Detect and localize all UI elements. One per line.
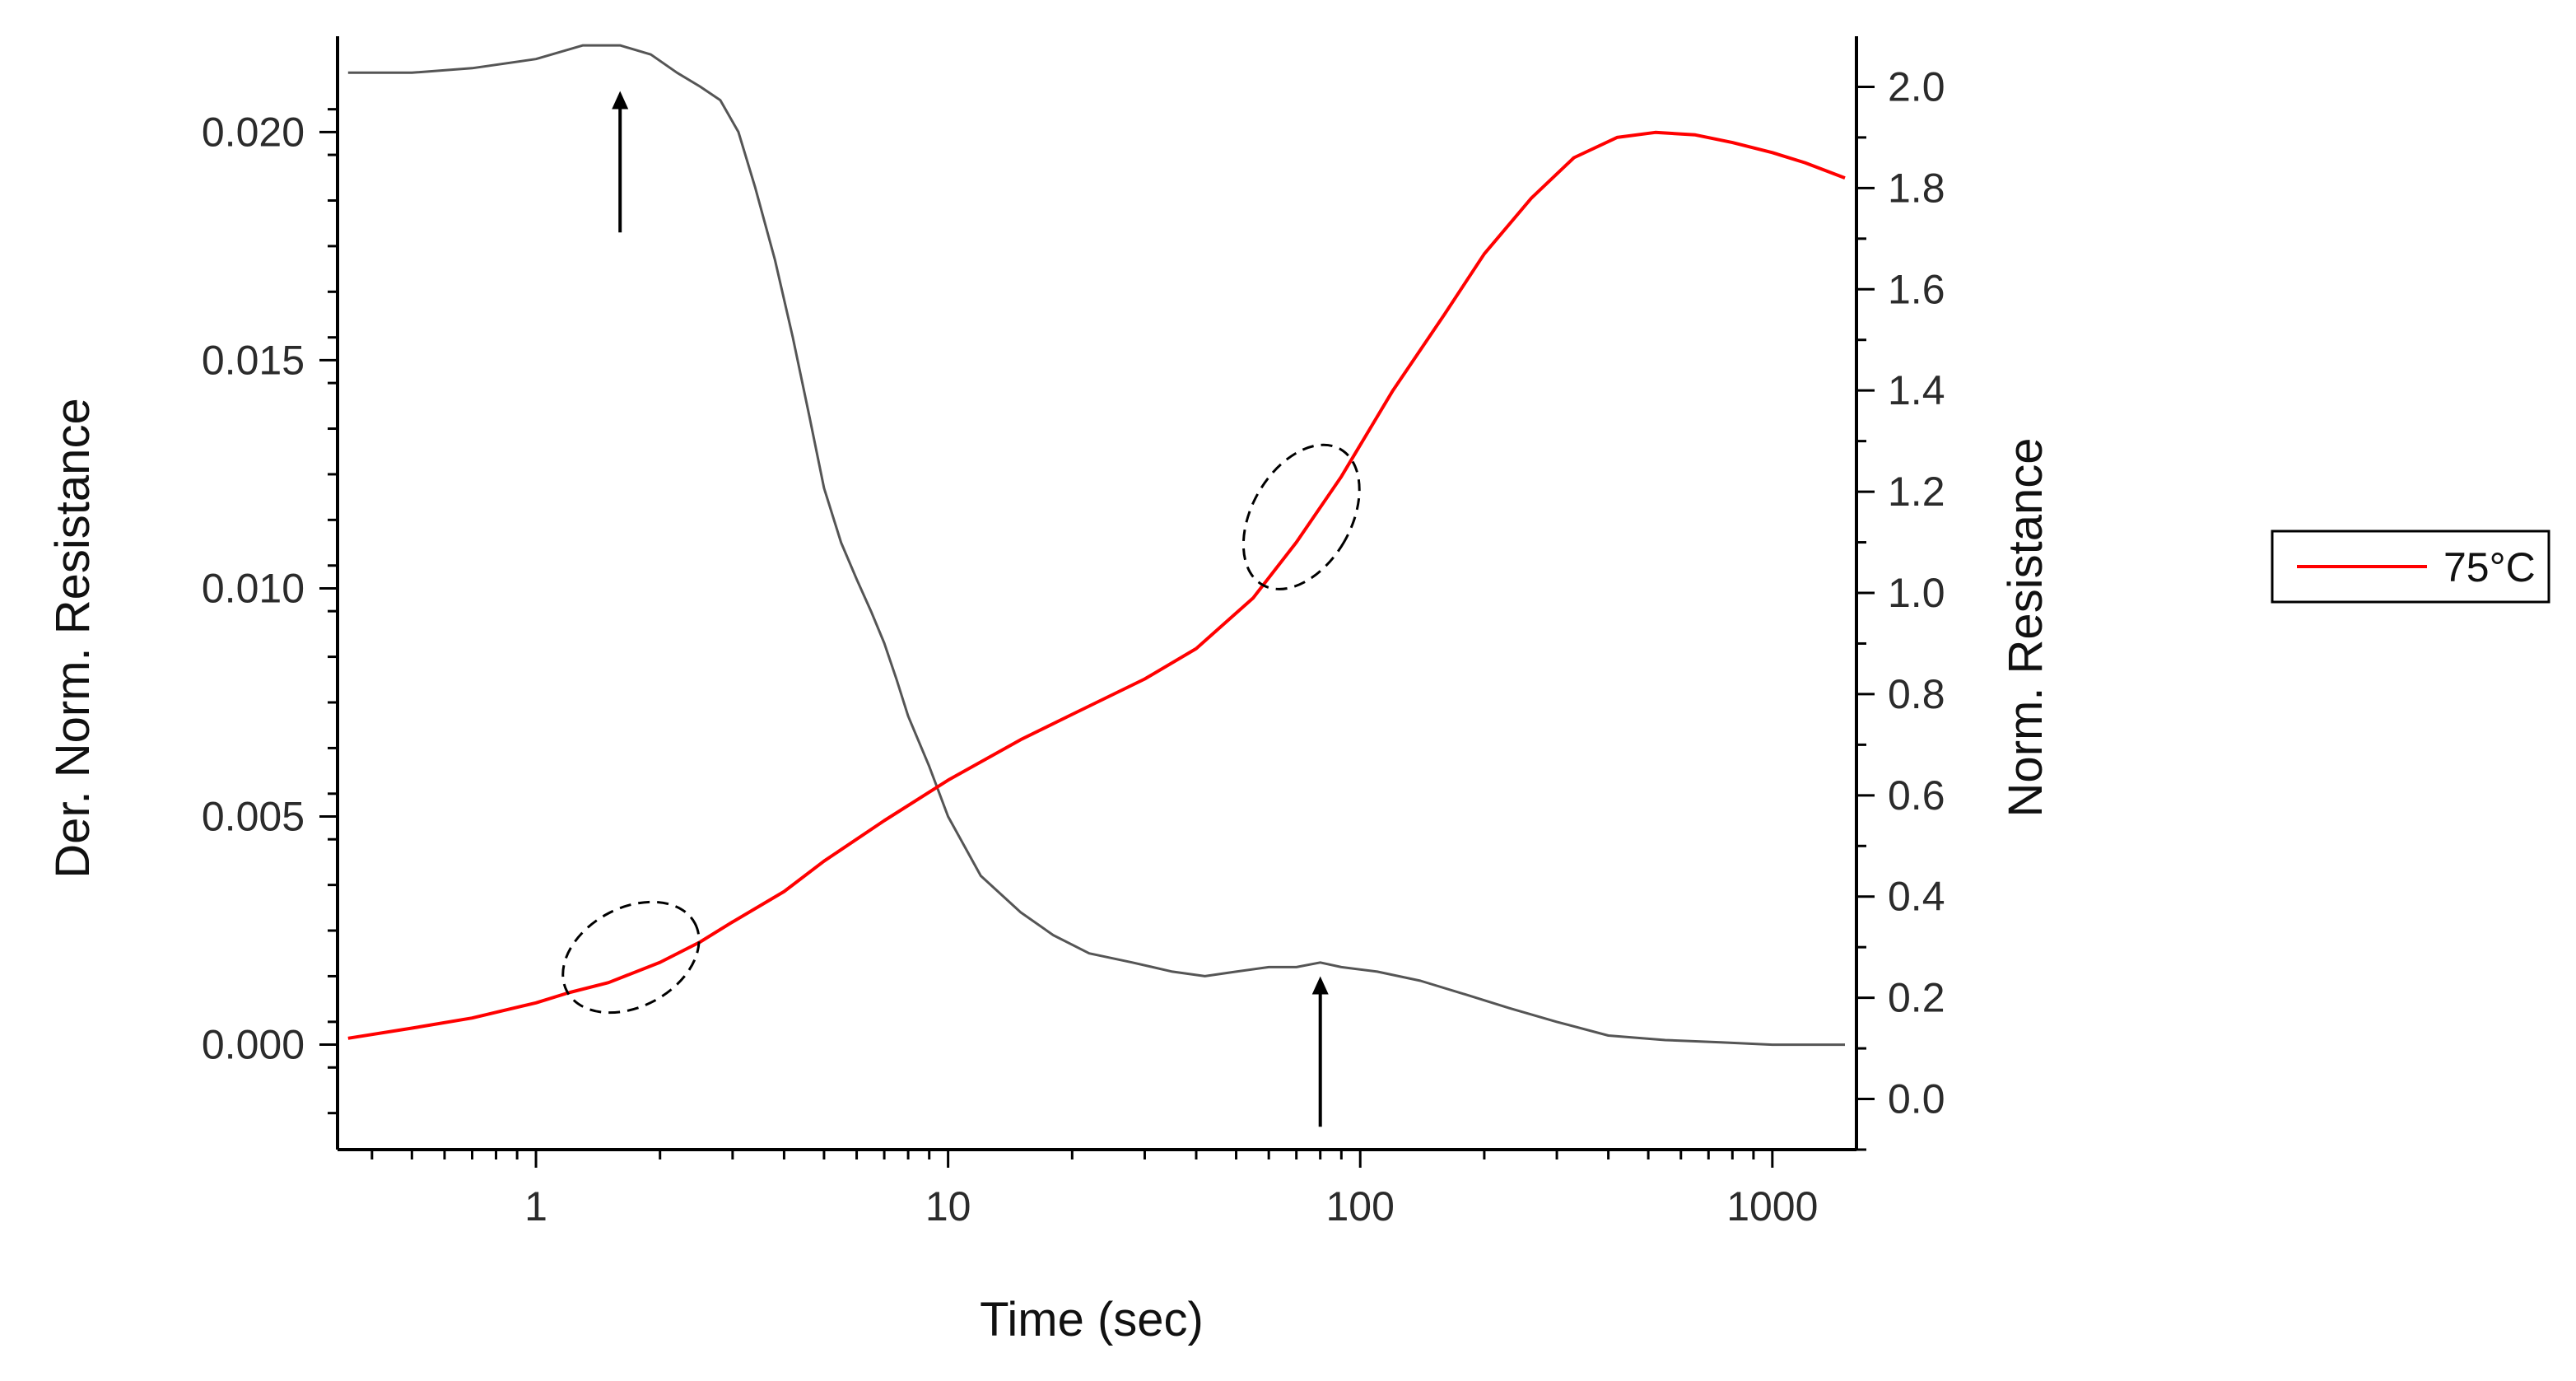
left-y-tick-label: 0.010 — [202, 565, 305, 611]
left-y-tick-label: 0.005 — [202, 794, 305, 840]
right-y-tick-label: 0.8 — [1888, 671, 1945, 717]
left-y-tick-label: 0.000 — [202, 1022, 305, 1068]
right-y-tick-label: 1.4 — [1888, 367, 1945, 413]
legend-label: 75°C — [2443, 544, 2536, 590]
x-axis-title: Time (sec) — [980, 1293, 1204, 1346]
annotation-arrow-head — [1311, 976, 1329, 995]
right-y-tick-label: 0.2 — [1888, 975, 1945, 1021]
right-y-axis-title: Norm. Resistance — [1999, 438, 2052, 818]
legend: 75°C — [2271, 530, 2550, 604]
x-tick-label: 1 — [524, 1183, 547, 1229]
right-y-tick-label: 1.8 — [1888, 165, 1945, 211]
right-y-tick-label: 0.0 — [1888, 1076, 1945, 1122]
right-y-tick-label: 0.6 — [1888, 772, 1945, 819]
derivative-series-line — [347, 44, 1845, 1047]
annotation-dashed-ellipse — [561, 900, 701, 1015]
resistance-series-line — [347, 130, 1846, 1040]
x-tick-label: 100 — [1326, 1183, 1395, 1229]
annotation-arrow-head — [612, 91, 629, 110]
x-tick-label: 10 — [925, 1183, 971, 1229]
right-y-tick-label: 1.6 — [1888, 266, 1945, 312]
left-y-tick-label: 0.020 — [202, 109, 305, 155]
x-tick-label: 1000 — [1726, 1183, 1818, 1229]
left-y-axis-title: Der. Norm. Resistance — [46, 398, 100, 878]
annotation-dashed-ellipse — [1241, 443, 1361, 590]
right-y-tick-label: 0.4 — [1888, 874, 1945, 920]
series-layer — [347, 44, 1846, 1047]
axes-layer: 1 10 100 1000 0.000 0.005 0.010 0.015 0.020 0.0 0.… — [202, 36, 1945, 1229]
right-y-tick-label: 2.0 — [1888, 63, 1945, 110]
left-y-tick-label: 0.015 — [202, 337, 305, 383]
annotation-layer — [561, 91, 1361, 1127]
right-y-tick-label: 1.0 — [1888, 570, 1945, 616]
right-y-tick-label: 1.2 — [1888, 469, 1945, 515]
